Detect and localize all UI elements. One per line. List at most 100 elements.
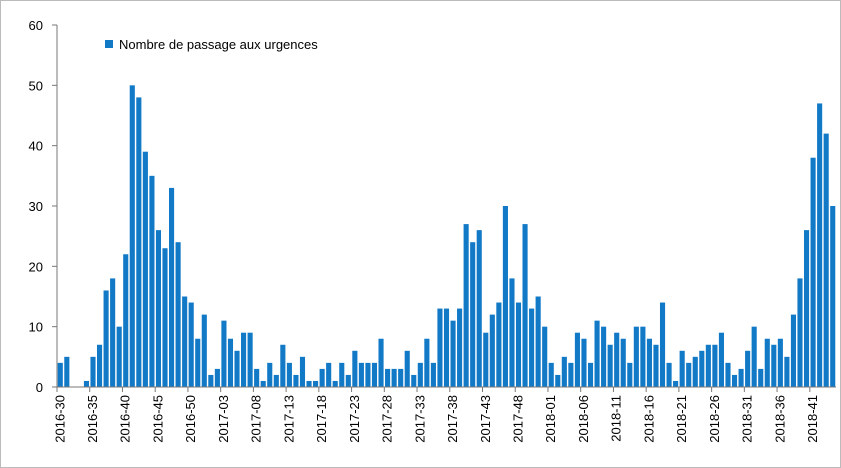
bar (718, 332, 724, 387)
bar (738, 368, 744, 387)
bar (653, 344, 659, 387)
bar (574, 332, 580, 387)
bar (476, 230, 482, 387)
bar (417, 362, 423, 387)
bar (758, 368, 764, 387)
bar (345, 374, 351, 387)
bar (182, 296, 188, 387)
bar (646, 338, 652, 387)
bar (450, 320, 456, 387)
bar (254, 368, 260, 387)
y-tick-label: 10 (29, 320, 43, 335)
x-tick-label: 2016-50 (183, 395, 198, 443)
x-tick-label: 2018-36 (772, 395, 787, 443)
x-tick-label: 2016-35 (85, 395, 100, 443)
x-tick-label: 2018-16 (641, 395, 656, 443)
bar (457, 308, 463, 387)
y-tick-label: 20 (29, 259, 43, 274)
x-tick-label: 2017-03 (216, 395, 231, 443)
bar (699, 350, 705, 387)
bar (227, 338, 234, 387)
bar (260, 380, 266, 387)
x-tick-label: 2016-40 (118, 395, 133, 443)
bar (790, 314, 797, 387)
bar (483, 332, 489, 387)
bar (404, 350, 410, 387)
bar (548, 362, 554, 387)
bar (712, 344, 718, 387)
bar (823, 133, 829, 387)
bar (673, 380, 679, 387)
x-tick-label: 2017-38 (445, 395, 460, 443)
bar (149, 175, 155, 387)
bar (64, 356, 70, 387)
bar (96, 344, 103, 387)
x-tick-label: 2017-13 (281, 395, 296, 443)
x-tick-label: 2018-11 (609, 395, 624, 442)
bar (463, 224, 469, 387)
bar (352, 350, 358, 387)
bar (725, 362, 731, 387)
bar (169, 187, 175, 387)
x-tick-label: 2018-26 (707, 395, 722, 443)
bar (542, 326, 548, 387)
x-tick-label: 2018-01 (543, 395, 558, 443)
bar (731, 374, 738, 387)
bar (142, 151, 148, 387)
bar (666, 362, 672, 387)
bar (745, 350, 751, 387)
bar (332, 380, 338, 387)
bar (116, 326, 122, 387)
bar (470, 242, 476, 387)
bar (293, 374, 299, 387)
x-tick-label: 2018-31 (740, 395, 755, 443)
x-tick-label: 2016-45 (150, 395, 165, 443)
x-tick-label: 2017-18 (314, 395, 329, 443)
bar (306, 380, 312, 387)
x-tick-label: 2018-06 (576, 395, 591, 443)
bar (659, 302, 666, 387)
bar (155, 230, 162, 387)
bar (594, 320, 600, 387)
bar (188, 302, 194, 387)
bar (764, 338, 770, 387)
bar (515, 302, 522, 387)
x-tick-label: 2016-30 (52, 395, 67, 443)
bar (620, 338, 626, 387)
x-tick-label: 2017-33 (412, 395, 427, 443)
bar (692, 356, 698, 387)
bar (705, 344, 711, 387)
bar (777, 338, 783, 387)
bar (587, 362, 594, 387)
bar (201, 314, 207, 387)
bar (601, 326, 607, 387)
bar (195, 338, 201, 387)
bar (313, 380, 319, 387)
bar (175, 242, 181, 387)
bar (339, 362, 345, 387)
bar (607, 344, 613, 387)
bar (522, 224, 528, 387)
bar (430, 362, 436, 387)
bar (365, 362, 371, 387)
legend-label: Nombre de passage aux urgences (119, 37, 318, 52)
y-tick-label: 30 (29, 199, 43, 214)
bar (627, 362, 633, 387)
x-tick-label: 2017-43 (478, 395, 493, 443)
bar (555, 374, 561, 387)
bar (358, 362, 364, 387)
bar (214, 368, 220, 387)
bar (136, 97, 142, 388)
bar (273, 374, 279, 387)
bar (129, 85, 135, 387)
bar (208, 374, 214, 387)
bar (286, 362, 292, 387)
bar (489, 314, 495, 387)
bar (221, 320, 227, 387)
bar (280, 344, 286, 387)
bar (810, 157, 816, 387)
x-tick-label: 2018-21 (674, 395, 689, 443)
bar (123, 254, 129, 387)
bar (784, 356, 790, 387)
